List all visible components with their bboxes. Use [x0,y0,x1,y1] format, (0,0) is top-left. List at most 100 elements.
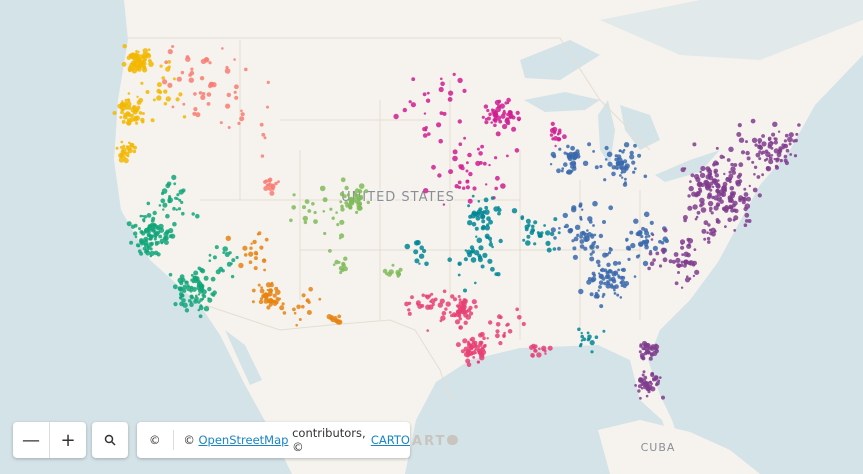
point [637,254,641,257]
point [239,116,245,122]
point [135,121,139,125]
point [769,140,773,144]
point [653,375,659,381]
point [248,251,254,257]
point [488,320,493,325]
point [391,263,395,267]
point [238,262,244,269]
point [253,256,258,261]
point [348,204,352,209]
point [244,67,248,72]
point [489,240,493,243]
point [296,304,301,310]
point [476,237,483,244]
point [620,279,625,285]
point [167,60,172,64]
point [450,314,453,318]
point [149,234,154,239]
point [695,215,699,219]
point [484,233,490,239]
point [466,161,469,165]
zoom-out[interactable]: — [22,429,40,451]
point [191,212,195,216]
search-icon [104,434,116,446]
point [134,64,138,68]
point [797,123,801,127]
point [339,233,345,239]
zoom-in[interactable]: + [60,429,76,451]
point [410,295,414,300]
point [623,181,627,185]
point [639,396,642,400]
point [345,204,349,208]
point [212,255,217,260]
point [661,395,665,400]
point [184,280,189,285]
point [683,167,687,170]
point [293,311,297,315]
point [593,233,597,237]
point [160,191,165,196]
point [442,111,447,116]
point [301,304,305,309]
point [162,236,168,241]
point [775,158,779,163]
point [195,213,200,219]
point [267,291,273,297]
point [709,231,713,236]
point [482,210,486,214]
point [721,185,727,191]
point [634,384,637,387]
point [123,101,128,107]
point [619,275,624,280]
point [744,219,749,223]
point [590,245,594,249]
info[interactable]: © [149,433,161,447]
point [590,350,594,354]
point [582,337,587,342]
point [553,130,557,134]
point [549,133,554,137]
point [197,266,202,271]
point [745,150,750,156]
point [410,102,416,108]
point [700,207,707,213]
point [495,322,501,327]
point [650,238,654,241]
point [721,206,727,211]
point [338,265,344,271]
point [637,153,642,158]
carto-link[interactable]: CARTO [370,433,410,447]
point [597,263,601,268]
point [611,165,616,170]
search-button[interactable] [92,422,128,458]
point [687,194,691,198]
point [480,264,485,269]
point [199,76,205,81]
point [165,213,170,219]
point [126,221,132,227]
point [134,115,140,121]
point [126,118,131,122]
point [414,258,420,264]
point [181,277,186,283]
point [695,192,699,197]
point [478,245,484,251]
point [168,272,173,277]
point [505,323,509,327]
point [382,268,388,274]
point [551,126,558,133]
point [497,211,501,216]
point [650,382,653,386]
point [743,206,748,212]
point [553,236,557,240]
point [426,329,430,332]
osm-link[interactable]: OpenStreetMap [198,433,289,447]
point [764,149,769,154]
point [134,54,140,60]
zoom-control: — + [13,422,86,458]
point [484,120,489,125]
point [479,331,485,337]
point [474,226,479,231]
point [490,266,495,272]
